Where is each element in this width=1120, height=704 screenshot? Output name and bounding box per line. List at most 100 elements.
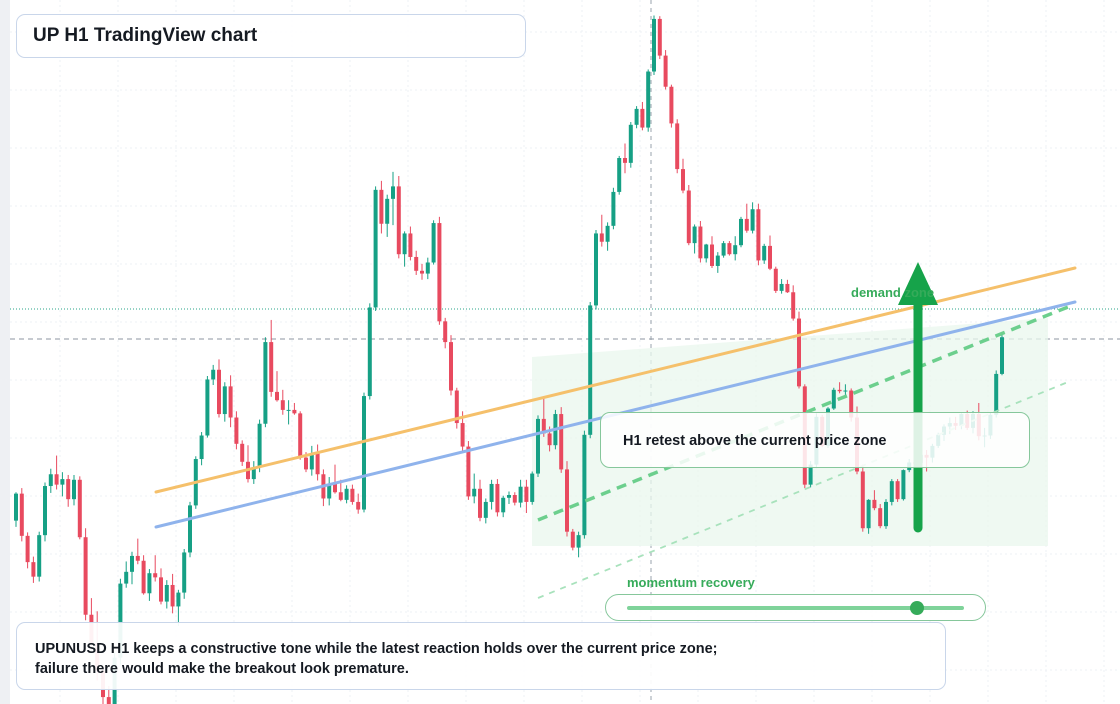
candle-body xyxy=(443,321,448,343)
retest-callout: H1 retest above the current price zone xyxy=(600,412,1030,468)
demand-zone-label: demand zone xyxy=(851,285,935,300)
candle-body xyxy=(744,218,749,231)
candle-body xyxy=(437,223,442,322)
candle-bearish xyxy=(640,101,645,131)
candle-body xyxy=(217,369,221,415)
candle-bearish xyxy=(420,263,424,280)
candle-body xyxy=(37,535,42,577)
candle-body xyxy=(582,434,587,536)
candle-bullish xyxy=(48,468,53,493)
candle-bullish xyxy=(994,370,999,418)
candle-bearish xyxy=(449,335,453,396)
candle-bearish xyxy=(217,359,221,418)
candle-bearish xyxy=(791,285,796,321)
candle-bullish xyxy=(721,241,726,258)
candle-bullish xyxy=(130,551,134,585)
candle-bearish xyxy=(379,180,384,234)
candle-body xyxy=(211,369,216,380)
candle-bearish xyxy=(228,375,233,428)
candle-body xyxy=(768,245,772,269)
candle-bearish xyxy=(895,479,900,502)
candle-body xyxy=(31,562,36,577)
candle-body xyxy=(704,244,709,259)
candle-body xyxy=(570,531,575,548)
candle-bearish xyxy=(512,492,517,506)
candle-bullish xyxy=(257,419,262,473)
candle-body xyxy=(298,413,303,458)
momentum-track xyxy=(627,601,964,615)
candle-body xyxy=(884,501,888,527)
candle-bearish xyxy=(524,479,529,514)
candle-body xyxy=(849,390,854,418)
candle-body xyxy=(628,124,633,163)
candle-body xyxy=(164,584,169,602)
candle-body xyxy=(507,495,511,498)
candle-bullish xyxy=(588,301,593,439)
candle-body xyxy=(715,255,720,266)
candle-body xyxy=(344,488,349,500)
candle-bearish xyxy=(727,241,732,256)
candle-body xyxy=(588,305,593,435)
chart-title-card: UP H1 TradingView chart xyxy=(16,14,526,58)
candle-body xyxy=(669,86,674,124)
candle-bearish xyxy=(454,387,459,429)
candle-bullish xyxy=(530,471,535,505)
candle-body xyxy=(646,71,651,128)
candle-body xyxy=(130,555,134,572)
candle-body xyxy=(576,535,581,548)
candle-bullish xyxy=(715,252,720,273)
candle-bullish xyxy=(251,461,256,484)
candle-body xyxy=(524,486,529,502)
candle-bearish xyxy=(663,50,668,90)
candle-bullish xyxy=(652,15,656,75)
candle-bullish xyxy=(536,415,540,478)
bullish-arrow-head xyxy=(898,262,938,305)
candle-body xyxy=(159,577,163,602)
candle-bullish xyxy=(617,155,622,195)
candle-bearish xyxy=(408,226,413,261)
candle-bearish xyxy=(785,279,790,293)
candle-body xyxy=(478,488,482,518)
candle-body xyxy=(19,493,24,536)
candle-bearish xyxy=(541,396,546,437)
candle-body xyxy=(379,189,384,224)
candle-body xyxy=(675,123,680,170)
candle-body xyxy=(512,495,517,503)
candle-body xyxy=(617,158,622,192)
candle-bullish xyxy=(628,122,633,168)
candle-body xyxy=(489,483,494,502)
candle-body xyxy=(483,501,488,518)
candle-body xyxy=(431,223,436,263)
candle-body xyxy=(454,390,459,424)
candle-bullish xyxy=(634,106,639,129)
candle-bullish xyxy=(147,569,152,601)
candle-bullish xyxy=(327,477,332,506)
candle-bearish xyxy=(350,484,355,505)
candle-bullish xyxy=(1000,335,1004,376)
candle-body xyxy=(338,492,343,500)
candle-bearish xyxy=(599,214,604,247)
candle-bullish xyxy=(489,479,494,510)
candle-bullish xyxy=(60,472,65,497)
candle-body xyxy=(141,560,146,594)
candle-bullish xyxy=(222,382,227,422)
candle-bearish xyxy=(443,317,448,349)
candle-body xyxy=(681,169,685,191)
candle-bearish xyxy=(559,407,564,473)
candle-body xyxy=(565,469,569,532)
candle-body xyxy=(408,233,413,257)
candle-body xyxy=(315,453,320,475)
candle-bearish xyxy=(744,203,749,233)
candle-body xyxy=(710,244,714,266)
momentum-knob[interactable] xyxy=(909,601,924,615)
candle-bearish xyxy=(246,445,250,483)
candle-bullish xyxy=(263,337,268,428)
candle-body xyxy=(779,283,784,291)
candle-body xyxy=(889,481,894,502)
candle-bearish xyxy=(83,528,88,621)
candle-body xyxy=(495,483,500,513)
candle-bullish xyxy=(704,243,709,263)
candle-bearish xyxy=(159,568,163,605)
candle-body xyxy=(83,537,88,615)
candle-bullish xyxy=(605,222,610,251)
